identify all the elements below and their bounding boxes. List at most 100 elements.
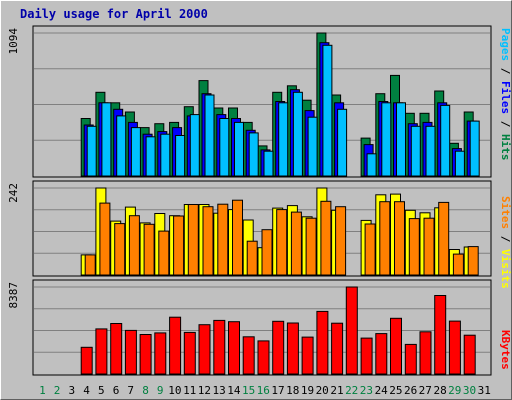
- bar-kbytes-day-16: [257, 340, 270, 375]
- bar-kbytes-day-14: [228, 321, 240, 375]
- day-label: 9: [157, 384, 164, 397]
- bar-sites-day-15: [246, 240, 258, 276]
- bar-sites-day-28: [438, 201, 450, 276]
- bar-pages-day-15: [248, 132, 259, 177]
- day-label: 31: [478, 384, 491, 397]
- bar-pages-day-18: [292, 91, 303, 177]
- bar-kbytes-day-15: [242, 336, 255, 375]
- panel-hits-files-pages-max-label: 1094: [7, 28, 20, 55]
- day-label: 1: [39, 384, 46, 397]
- panel-hits-files-pages-bars: [80, 32, 480, 177]
- bar-pages-day-30: [469, 120, 480, 177]
- bar-sites-day-6: [114, 223, 126, 276]
- bar-sites-day-30: [467, 246, 479, 276]
- panel-visits-sites-legend: Sites / Visits: [499, 196, 512, 289]
- bar-pages-day-17: [278, 102, 289, 177]
- legend-entry: Pages: [499, 28, 512, 61]
- bar-sites-day-10: [173, 215, 185, 276]
- day-label: 2: [54, 384, 61, 397]
- bar-kbytes-day-6: [110, 323, 123, 375]
- day-label: 16: [257, 384, 270, 397]
- bar-kbytes-day-13: [213, 319, 226, 375]
- day-label: 28: [433, 384, 446, 397]
- bar-kbytes-day-24: [375, 333, 388, 375]
- bar-pages-day-6: [116, 115, 127, 177]
- panel-kbytes-max-label: 8387: [7, 282, 20, 309]
- bar-kbytes-day-26: [404, 343, 417, 375]
- day-label: 25: [389, 384, 402, 397]
- bar-pages-day-21: [337, 108, 348, 177]
- bar-sites-day-27: [423, 217, 435, 276]
- panel-hits-files-pages-legend: Pages / Files / Hits: [499, 28, 512, 161]
- day-label: 15: [242, 384, 255, 397]
- bar-sites-day-24: [379, 201, 391, 276]
- bar-sites-day-20: [320, 200, 332, 276]
- bar-pages-day-11: [189, 114, 200, 177]
- bar-pages-day-7: [130, 127, 141, 177]
- legend-entry: Visits: [499, 249, 512, 289]
- panel-visits-sites: 242 Sites / Visits: [7, 180, 512, 289]
- bar-sites-day-18: [290, 211, 302, 276]
- legend-entry: /: [499, 229, 512, 249]
- bar-sites-day-11: [187, 204, 199, 276]
- day-label: 23: [360, 384, 373, 397]
- bar-kbytes-day-27: [419, 331, 432, 375]
- bar-sites-day-26: [408, 218, 420, 276]
- day-label: 3: [68, 384, 75, 397]
- bar-kbytes-day-20: [316, 310, 329, 375]
- bar-sites-day-12: [202, 206, 214, 276]
- bar-kbytes-day-29: [448, 320, 461, 375]
- legend-entry: /: [499, 61, 512, 81]
- day-label: 30: [463, 384, 476, 397]
- bar-kbytes-day-8: [139, 334, 152, 375]
- bar-pages-day-29: [454, 150, 465, 177]
- bar-sites-day-7: [128, 215, 140, 276]
- legend-entry: Hits: [499, 134, 512, 161]
- bar-kbytes-day-28: [434, 295, 447, 375]
- bar-kbytes-day-25: [390, 317, 402, 375]
- day-label: 20: [316, 384, 329, 397]
- bar-kbytes-day-22: [345, 286, 358, 375]
- panel-kbytes-legend: KBytes: [499, 330, 512, 370]
- bar-kbytes-day-17: [272, 320, 285, 375]
- day-label: 29: [448, 384, 461, 397]
- bar-pages-day-5: [101, 102, 112, 177]
- bar-sites-day-13: [217, 203, 229, 276]
- bar-kbytes-day-11: [183, 331, 196, 375]
- bar-kbytes-day-10: [169, 316, 182, 375]
- bar-kbytes-day-12: [198, 324, 211, 375]
- day-label: 6: [113, 384, 120, 397]
- bar-kbytes-day-19: [301, 336, 314, 375]
- day-label: 27: [419, 384, 432, 397]
- day-label: 11: [183, 384, 196, 397]
- bar-sites-day-5: [99, 202, 111, 276]
- day-axis-labels: 1 2 3 4 5 6 7 8 9 10 11 12 13 14 15 16 17 18 19 20 21 22 23 24 2…: [39, 384, 491, 397]
- day-label: 24: [375, 384, 389, 397]
- legend-entry: Sites: [499, 196, 512, 229]
- bar-pages-day-25: [396, 102, 406, 177]
- bar-pages-day-13: [219, 118, 230, 177]
- bar-kbytes-day-23: [360, 337, 373, 375]
- panel-visits-sites-max-label: 242: [7, 183, 20, 203]
- bar-kbytes-day-30: [463, 334, 476, 375]
- bar-kbytes-day-5: [95, 328, 108, 375]
- bar-pages-day-27: [425, 125, 436, 177]
- bar-sites-day-23: [364, 223, 376, 276]
- day-label: 8: [142, 384, 149, 397]
- bar-sites-day-16: [261, 229, 273, 276]
- day-label: 10: [168, 384, 181, 397]
- day-label: 13: [212, 384, 225, 397]
- panel-kbytes: 8387 KBytes: [7, 279, 512, 376]
- bar-pages-day-28: [440, 104, 451, 177]
- bar-pages-day-23: [366, 153, 377, 177]
- day-label: 12: [198, 384, 211, 397]
- day-label: 7: [127, 384, 134, 397]
- panel-hits-files-pages: 1094 Pages / Files / Hits: [7, 25, 512, 178]
- bar-kbytes-day-21: [331, 322, 344, 375]
- day-label: 17: [271, 384, 284, 397]
- bar-sites-day-19: [305, 217, 317, 276]
- day-label: 19: [301, 384, 314, 397]
- day-label: 14: [227, 384, 241, 397]
- bar-sites-day-4: [84, 254, 96, 276]
